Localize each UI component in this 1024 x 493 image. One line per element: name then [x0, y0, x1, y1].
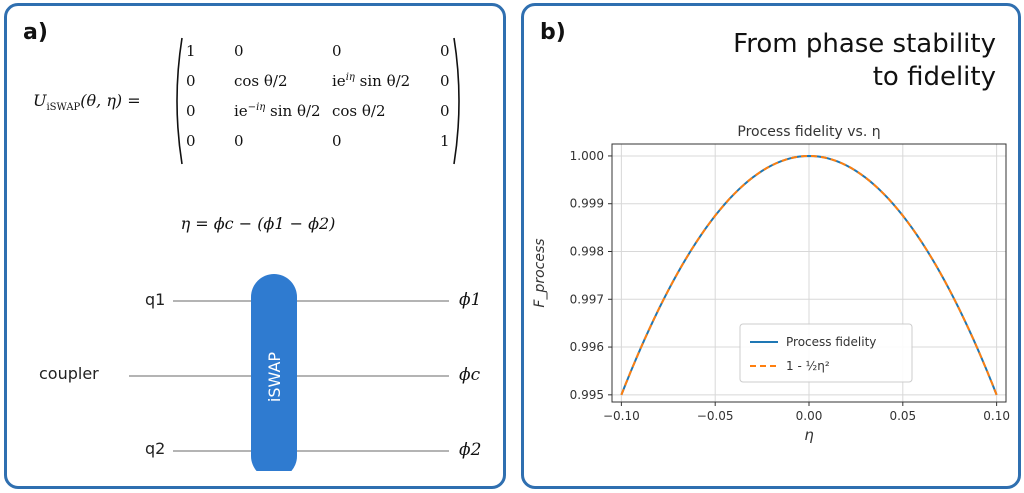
- matrix-cell-1-0: 0: [186, 72, 196, 90]
- wire-label-q1: q1: [145, 290, 166, 309]
- x-tick-label: −0.10: [603, 409, 640, 423]
- x-tick-label: 0.10: [983, 409, 1010, 423]
- wire-label-coupler: coupler: [39, 364, 99, 383]
- phase-label-phic: ϕc: [459, 365, 481, 385]
- legend-box: [739, 323, 913, 383]
- matrix-cell-0-1: 0: [234, 42, 244, 60]
- matrix-cell-3-1: 0: [234, 132, 244, 150]
- circuit-diagram: iSWAP: [129, 274, 449, 471]
- panel-b-title-line2: to fidelity: [872, 62, 996, 92]
- panel-a: a) UiSWAP(θ, η) = 1 0 0 0 0 cos θ/2 ieiη sin θ…: [4, 3, 506, 489]
- unitary-matrix: 1 0 0 0 0 cos θ/2 ieiη sin θ/2 0 0 ie−iη sin θ/2 c…: [172, 36, 464, 166]
- iswap-gate-label: iSWAP: [265, 352, 284, 402]
- y-tick-label: 0.999: [570, 197, 604, 211]
- eta-equation: η = ϕc − (ϕ1 − ϕ2): [180, 214, 336, 233]
- y-tick-label: 0.997: [570, 292, 604, 306]
- unitary-args: (θ, η) =: [80, 91, 141, 110]
- legend-label-approximation: 1 - ½η²: [786, 359, 830, 373]
- wire-label-q2: q2: [145, 439, 166, 458]
- matrix-cell-2-1: ie−iη sin θ/2: [234, 102, 321, 120]
- panel-b-label: b): [540, 20, 566, 45]
- y-tick-label: 1.000: [570, 149, 604, 163]
- x-axis-label: η: [804, 426, 814, 444]
- panel-a-label: a): [23, 20, 48, 45]
- chart-title: Process fidelity vs. η: [737, 124, 880, 140]
- phase-label-phi2: ϕ2: [459, 440, 482, 460]
- matrix-brackets: [176, 37, 460, 165]
- matrix-cell-2-0: 0: [186, 102, 196, 120]
- iswap-gate: [251, 274, 297, 471]
- y-axis-label: F_process: [532, 238, 548, 307]
- x-tick-label: −0.05: [697, 409, 734, 423]
- matrix-cell-3-0: 0: [186, 132, 196, 150]
- matrix-cell-2-2: cos θ/2: [332, 102, 386, 120]
- legend-label-process-fidelity: Process fidelity: [786, 335, 876, 349]
- matrix-cell-2-3: 0: [440, 102, 450, 120]
- phase-label-phi1: ϕ1: [459, 290, 482, 310]
- x-tick-label: 0.05: [889, 409, 916, 423]
- matrix-cell-1-3: 0: [440, 72, 450, 90]
- matrix-cell-0-0: 1: [186, 42, 196, 60]
- series-process-fidelity: [620, 154, 998, 396]
- matrix-cell-3-3: 1: [440, 132, 450, 150]
- unitary-lhs: UiSWAP(θ, η) =: [33, 91, 141, 113]
- panel-b-title-line1: From phase stability: [733, 29, 996, 59]
- unitary-symbol: U: [33, 91, 47, 110]
- y-tick-label: 0.998: [570, 245, 604, 259]
- panel-b: b) From phase stability to fidelity −0.1…: [521, 3, 1021, 489]
- matrix-cell-0-2: 0: [332, 42, 342, 60]
- fidelity-chart: −0.10 −0.05 0.00 0.05 0.10 0.995 0.996 0.997 0.9…: [532, 124, 1010, 444]
- matrix-cell-3-2: 0: [332, 132, 342, 150]
- matrix-cell-1-2: ieiη sin θ/2: [332, 72, 411, 90]
- unitary-subscript: iSWAP: [46, 102, 81, 114]
- y-tick-label: 0.996: [570, 340, 604, 354]
- y-tick-label: 0.995: [570, 388, 604, 402]
- matrix-cell-0-3: 0: [440, 42, 450, 60]
- panel-b-title: From phase stability to fidelity: [733, 28, 996, 94]
- matrix-cell-1-1: cos θ/2: [234, 72, 288, 90]
- x-tick-label: 0.00: [796, 409, 823, 423]
